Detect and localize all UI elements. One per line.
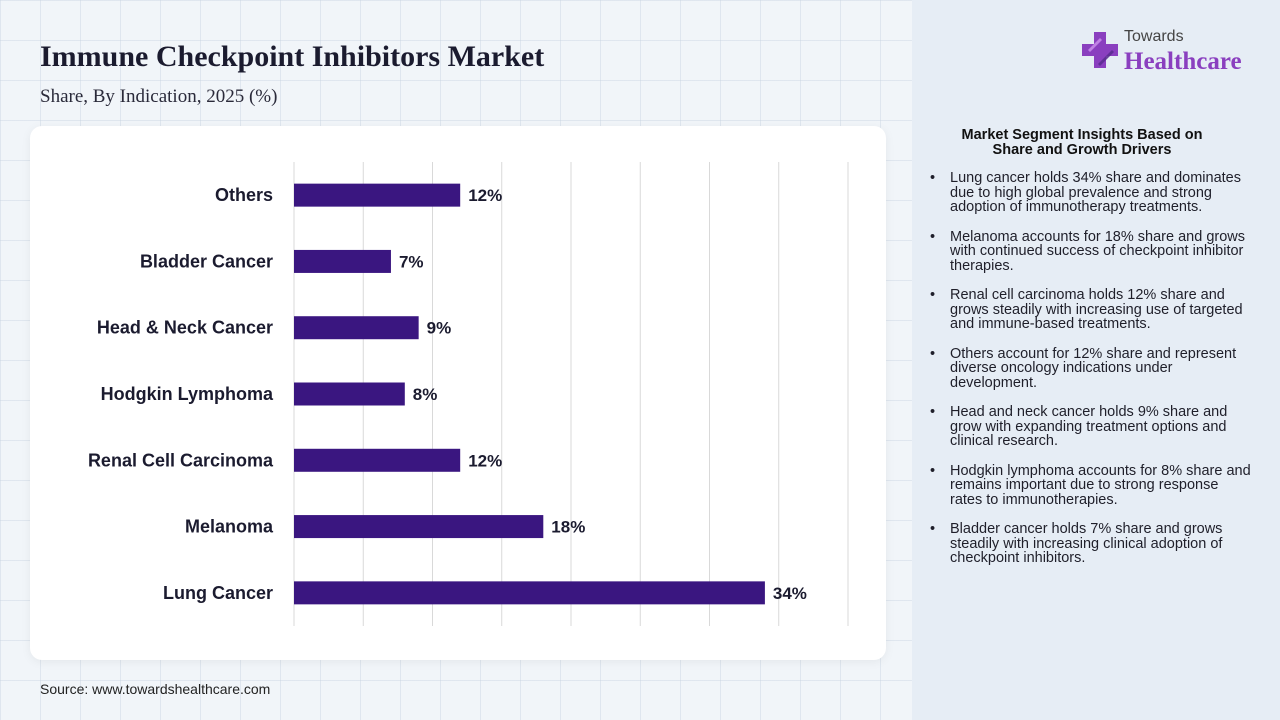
chart-card: Others 12% Bladder Cancer 7% Head & Neck Can…	[30, 126, 886, 660]
insight-item: Others account for 12% share and represe…	[930, 346, 1252, 391]
source-text: Source: www.towardshealthcare.com	[40, 681, 271, 697]
data-label: 34%	[773, 584, 807, 603]
insights-title: Market Segment Insights Based on Share a…	[928, 128, 1236, 158]
bar	[294, 515, 544, 539]
page-title: Immune Checkpoint Inhibitors Market	[40, 40, 545, 73]
category-label: Others	[215, 185, 273, 205]
bar	[294, 316, 419, 340]
insight-item: Lung cancer holds 34% share and dominate…	[930, 171, 1252, 215]
logo-text-top: Towards	[1124, 28, 1184, 45]
medical-cross-icon	[1082, 32, 1118, 68]
data-label: 12%	[468, 186, 502, 205]
insight-item: Melanoma accounts for 18% share and grow…	[930, 229, 1252, 274]
category-label: Bladder Cancer	[140, 251, 273, 271]
bar	[294, 382, 405, 406]
page-subtitle: Share, By Indication, 2025 (%)	[40, 86, 278, 107]
bar	[294, 581, 765, 605]
bar	[294, 183, 461, 207]
insight-item: Head and neck cancer holds 9% share and …	[930, 405, 1252, 449]
data-label: 7%	[399, 252, 424, 271]
category-label: Melanoma	[185, 517, 274, 537]
data-label: 12%	[468, 451, 502, 470]
data-label: 8%	[413, 385, 438, 404]
data-label: 9%	[427, 319, 452, 338]
bar	[294, 249, 391, 273]
category-label: Hodgkin Lymphoma	[101, 384, 274, 404]
bar	[294, 448, 461, 472]
category-label: Lung Cancer	[163, 583, 273, 603]
logo-text-main: Healthcare	[1124, 48, 1242, 75]
data-label: 18%	[551, 518, 585, 537]
category-label: Renal Cell Carcinoma	[88, 450, 274, 470]
insight-item: Renal cell carcinoma holds 12% share and…	[930, 288, 1252, 332]
insights-title-line-1: Market Segment Insights Based on	[961, 127, 1203, 143]
insights-list: Lung cancer holds 34% share and dominate…	[930, 171, 1252, 581]
bar-chart: Others 12% Bladder Cancer 7% Head & Neck Can…	[88, 162, 849, 626]
category-label: Head & Neck Cancer	[97, 318, 273, 338]
insights-title-line-2: Share and Growth Drivers	[992, 142, 1172, 158]
insight-item: Hodgkin lymphoma accounts for 8% share a…	[930, 463, 1252, 508]
insight-item: Bladder cancer holds 7% share and grows …	[930, 522, 1252, 566]
brand-logo: Towards Healthcare	[1080, 28, 1260, 78]
